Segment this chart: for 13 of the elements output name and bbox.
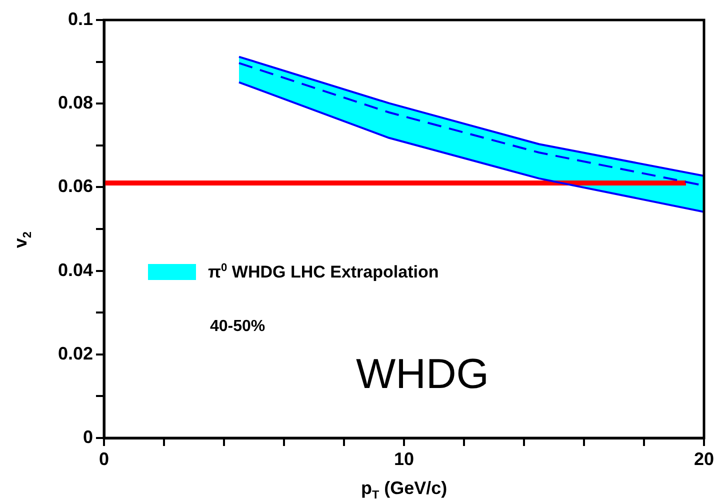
y-tick-label: 0.04 xyxy=(58,260,93,280)
x-tick-label: 20 xyxy=(694,448,714,469)
annotation: 40-50% xyxy=(210,318,266,336)
y-tick-label: 0 xyxy=(82,426,93,447)
annotation: WHDG xyxy=(356,350,489,398)
y-tick-label: 0.06 xyxy=(58,176,93,196)
x-axis-title: p$_{T}$ (GeV/c) xyxy=(361,478,448,502)
x-tick-label: 10 xyxy=(394,448,414,469)
y-tick-label: 0.08 xyxy=(58,92,93,113)
y-tick-label: 0.1 xyxy=(68,8,93,29)
y-tick-label: 0.02 xyxy=(58,343,93,364)
text: π$^{0}$ WHDG LHC Extrapolation xyxy=(208,262,439,283)
x-tick-label: 0 xyxy=(98,448,110,469)
